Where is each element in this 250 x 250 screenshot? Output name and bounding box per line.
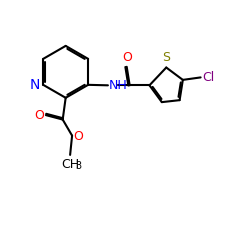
Text: N: N (30, 78, 40, 92)
Text: O: O (34, 108, 44, 122)
Text: Cl: Cl (202, 71, 214, 84)
Text: O: O (122, 51, 132, 64)
Text: CH: CH (61, 158, 79, 171)
Text: 3: 3 (76, 161, 82, 171)
Text: O: O (73, 130, 83, 143)
Text: S: S (162, 51, 170, 64)
Text: NH: NH (109, 79, 128, 92)
